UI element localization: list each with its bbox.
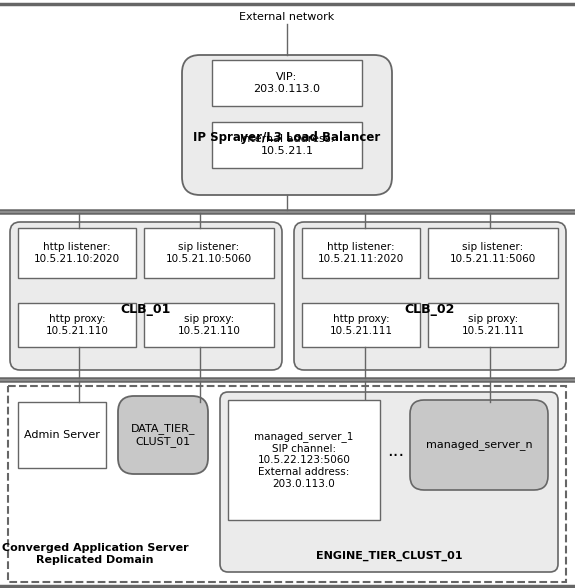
- Text: Converged Application Server
Replicated Domain: Converged Application Server Replicated …: [2, 543, 189, 565]
- Text: External network: External network: [239, 12, 335, 22]
- FancyBboxPatch shape: [18, 303, 136, 347]
- Text: ...: ...: [388, 442, 405, 460]
- FancyBboxPatch shape: [10, 222, 282, 370]
- FancyBboxPatch shape: [302, 228, 420, 278]
- Text: sip listener:
10.5.21.11:5060: sip listener: 10.5.21.11:5060: [450, 242, 536, 264]
- Text: http listener:
10.5.21.10:2020: http listener: 10.5.21.10:2020: [34, 242, 120, 264]
- FancyBboxPatch shape: [428, 303, 558, 347]
- FancyBboxPatch shape: [302, 303, 420, 347]
- Text: http proxy:
10.5.21.111: http proxy: 10.5.21.111: [329, 314, 393, 336]
- FancyBboxPatch shape: [18, 228, 136, 278]
- Text: Internal address:
10.5.21.1: Internal address: 10.5.21.1: [240, 134, 334, 156]
- Text: IP Sprayer/L3 Load Balancer: IP Sprayer/L3 Load Balancer: [193, 132, 381, 145]
- Text: ENGINE_TIER_CLUST_01: ENGINE_TIER_CLUST_01: [316, 551, 462, 561]
- Text: http proxy:
10.5.21.110: http proxy: 10.5.21.110: [45, 314, 109, 336]
- Text: sip listener:
10.5.21.10:5060: sip listener: 10.5.21.10:5060: [166, 242, 252, 264]
- FancyBboxPatch shape: [410, 400, 548, 490]
- FancyBboxPatch shape: [118, 396, 208, 474]
- FancyBboxPatch shape: [294, 222, 566, 370]
- FancyBboxPatch shape: [144, 228, 274, 278]
- FancyBboxPatch shape: [8, 386, 566, 582]
- FancyBboxPatch shape: [428, 228, 558, 278]
- FancyBboxPatch shape: [220, 392, 558, 572]
- Text: DATA_TIER_
CLUST_01: DATA_TIER_ CLUST_01: [131, 423, 196, 447]
- Text: managed_server_n: managed_server_n: [426, 440, 532, 450]
- FancyBboxPatch shape: [212, 60, 362, 106]
- Text: http listener:
10.5.21.11:2020: http listener: 10.5.21.11:2020: [318, 242, 404, 264]
- Text: CLB_01: CLB_01: [121, 302, 171, 316]
- Text: managed_server_1
SIP channel:
10.5.22.123:5060
External address:
203.0.113.0: managed_server_1 SIP channel: 10.5.22.12…: [254, 432, 354, 489]
- Text: sip proxy:
10.5.21.111: sip proxy: 10.5.21.111: [462, 314, 524, 336]
- FancyBboxPatch shape: [182, 55, 392, 195]
- Text: CLB_02: CLB_02: [405, 302, 455, 316]
- Text: sip proxy:
10.5.21.110: sip proxy: 10.5.21.110: [178, 314, 240, 336]
- FancyBboxPatch shape: [228, 400, 380, 520]
- FancyBboxPatch shape: [18, 402, 106, 468]
- Text: VIP:
203.0.113.0: VIP: 203.0.113.0: [254, 72, 320, 94]
- Text: Admin Server: Admin Server: [24, 430, 100, 440]
- FancyBboxPatch shape: [144, 303, 274, 347]
- FancyBboxPatch shape: [212, 122, 362, 168]
